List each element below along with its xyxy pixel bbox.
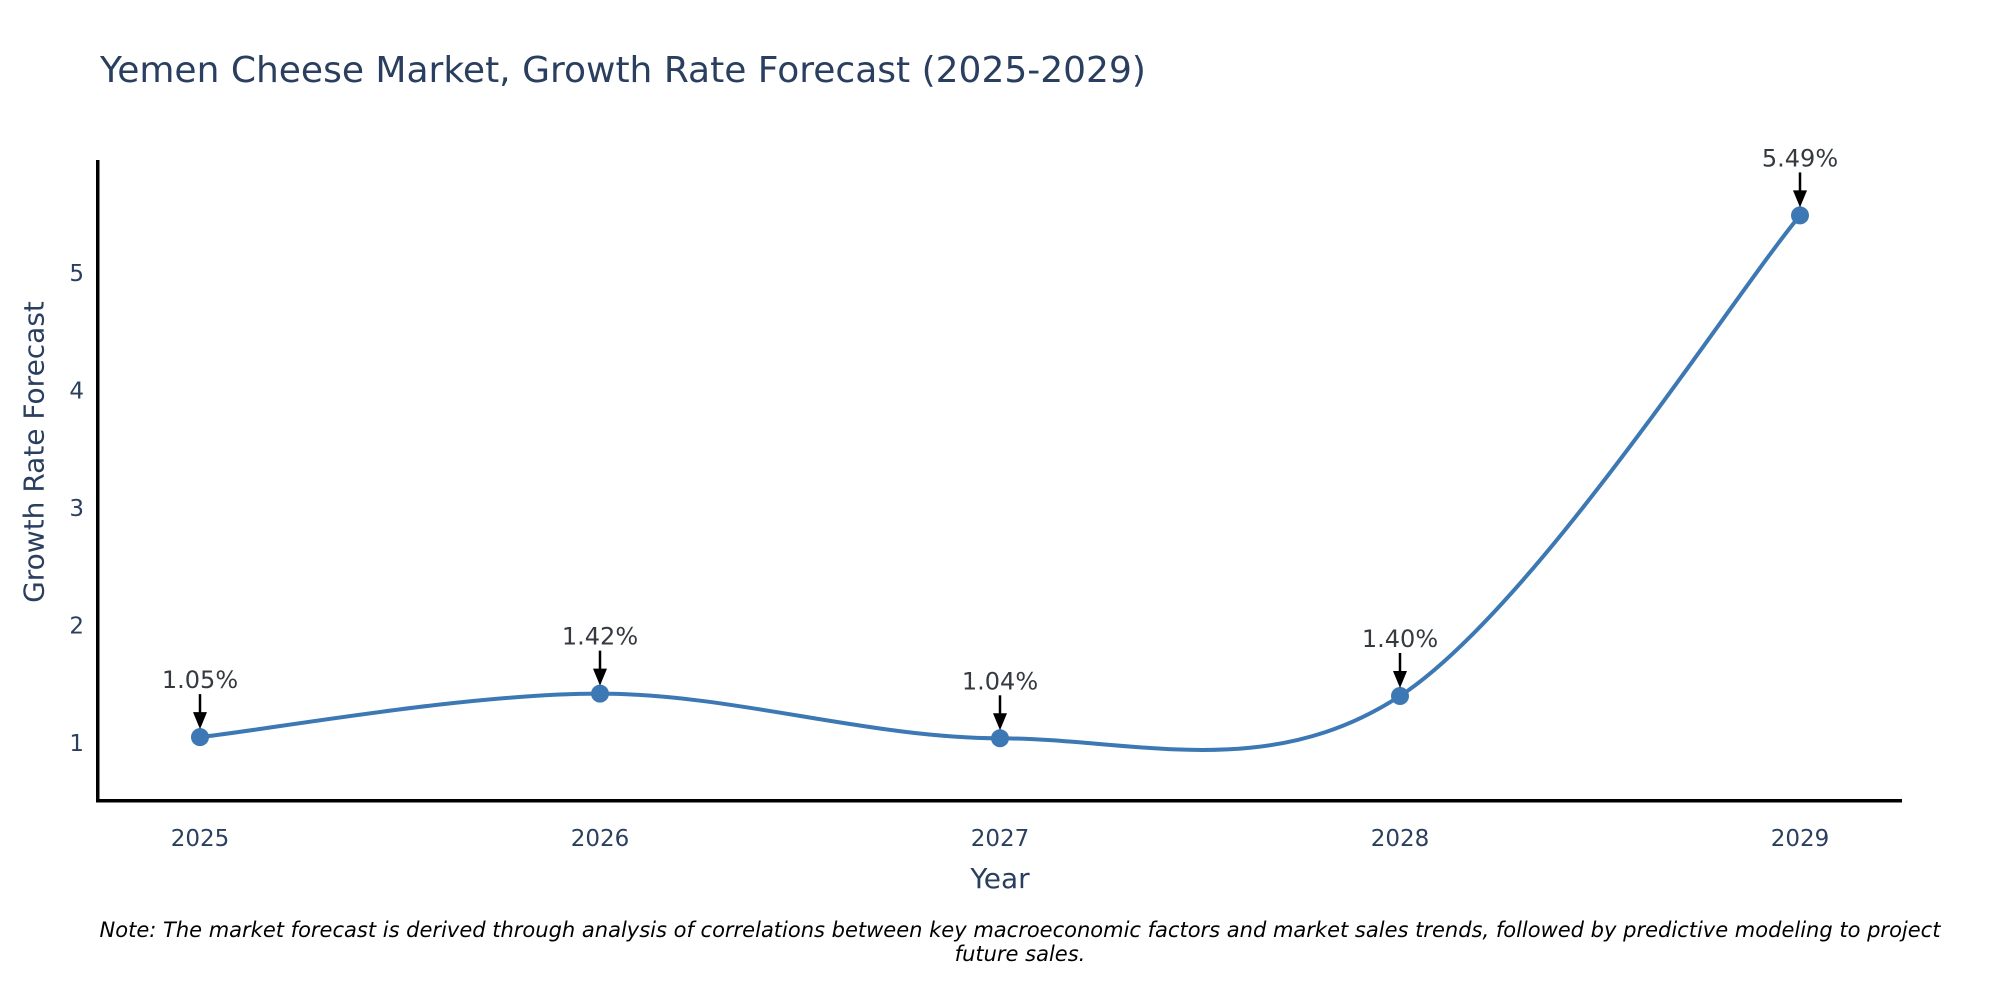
y-tick-label: 3 <box>69 496 84 522</box>
data-point-2027 <box>991 729 1009 748</box>
x-axis-line <box>96 799 1902 803</box>
point-annotations: 1.05% 1.42% 1.04% 1.40% 5.49% <box>162 144 1838 731</box>
annotation-label: 1.04% <box>962 667 1038 695</box>
y-axis-line <box>96 160 100 803</box>
annotation-label: 1.05% <box>162 666 238 694</box>
data-point-2026 <box>591 684 609 703</box>
growth-rate-line <box>198 213 1802 752</box>
data-markers <box>191 206 1809 748</box>
y-axis-tick-labels: 1 2 3 4 5 <box>69 261 84 757</box>
x-tick-label: 2025 <box>171 826 230 852</box>
y-tick-label: 1 <box>69 731 84 757</box>
annotation-arrow-head <box>193 712 207 730</box>
data-line <box>198 213 1802 752</box>
data-point-2029 <box>1791 206 1809 225</box>
x-tick-label: 2029 <box>1771 826 1830 852</box>
data-point-2025 <box>191 728 209 747</box>
y-tick-label: 2 <box>69 614 84 640</box>
x-axis-title: Year <box>970 862 1030 895</box>
annotation-arrow-head <box>1393 671 1407 688</box>
annotation-arrow-head <box>593 668 607 686</box>
axes-spines <box>96 160 1902 803</box>
chart-title: Yemen Cheese Market, Growth Rate Forecas… <box>100 50 1146 91</box>
annotation-arrow-head <box>993 713 1007 731</box>
y-tick-label: 5 <box>69 261 84 287</box>
x-tick-label: 2028 <box>1371 826 1430 852</box>
x-tick-label: 2026 <box>571 826 630 852</box>
y-tick-label: 4 <box>69 379 84 405</box>
annotation-label: 1.40% <box>1362 625 1438 653</box>
data-point-2028 <box>1391 687 1409 705</box>
annotation-arrow-head <box>1793 190 1807 208</box>
annotation-label: 5.49% <box>1762 144 1838 172</box>
footnote: Note: The market forecast is derived thr… <box>99 918 1941 966</box>
annotation-label: 1.42% <box>562 623 638 651</box>
x-axis-tick-labels: 2025 2026 2027 2028 2029 <box>171 826 1830 852</box>
x-tick-label: 2027 <box>971 826 1030 852</box>
